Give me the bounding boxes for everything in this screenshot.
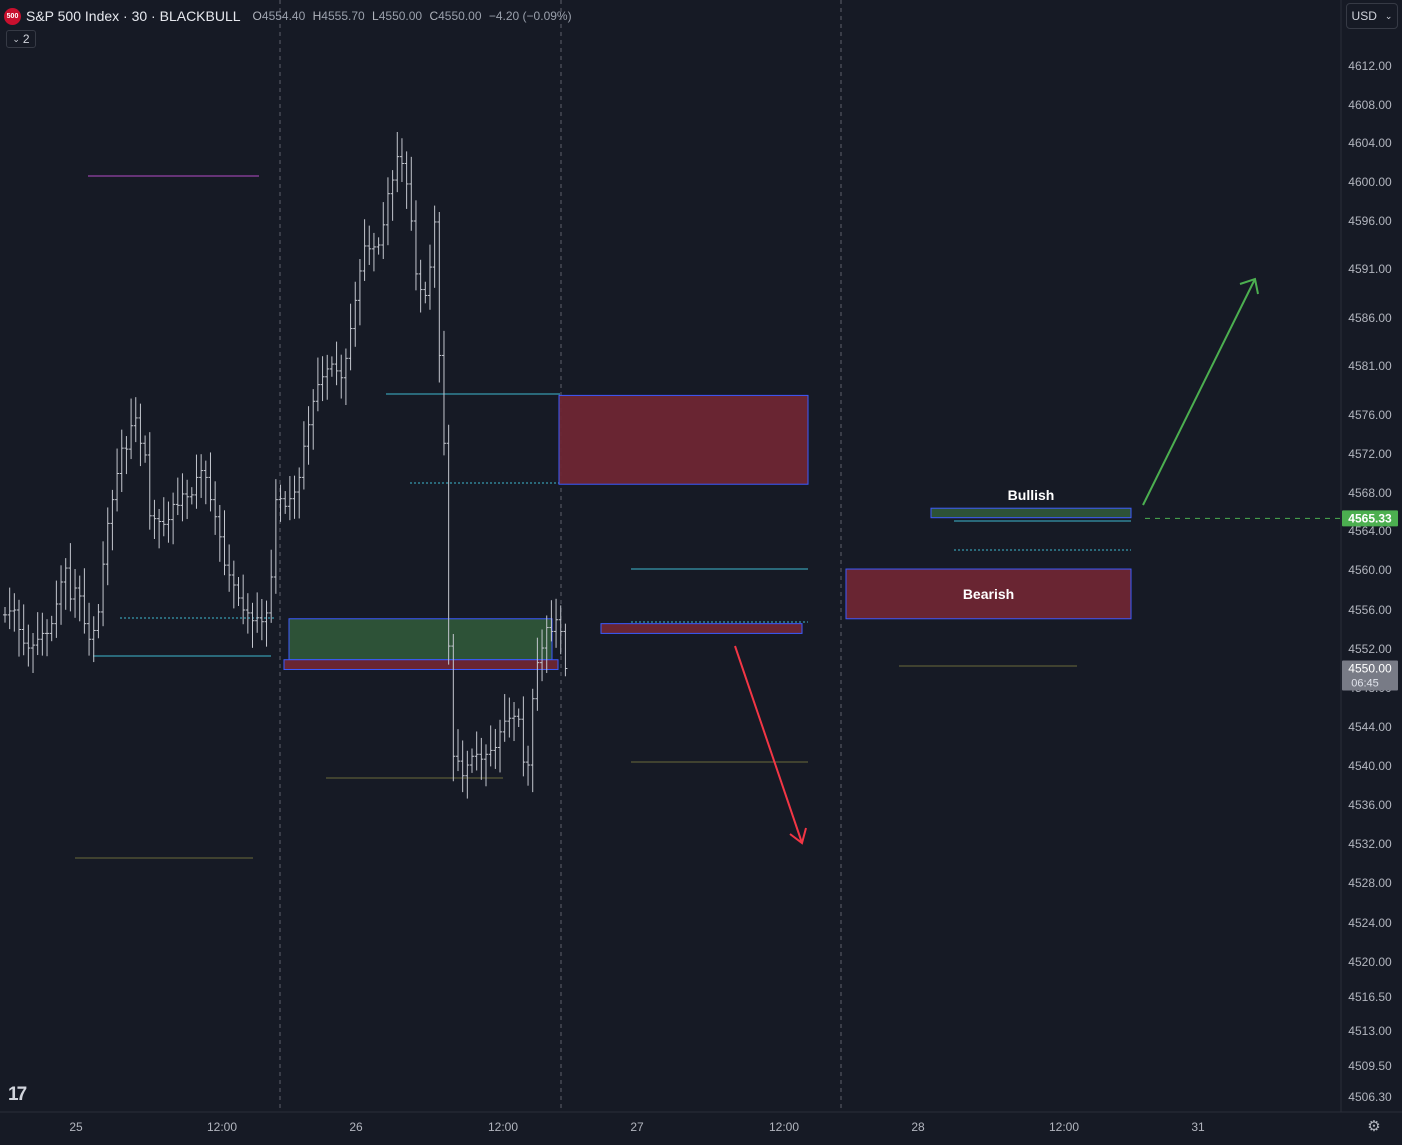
price-tick-label: 4516.50 (1348, 990, 1392, 1004)
bar-countdown-label: 06:45 (1351, 678, 1379, 690)
chevron-down-icon: ⌄ (12, 33, 20, 44)
bearish-arrow (734, 645, 803, 844)
open-label: O (252, 9, 262, 23)
bullish-zone (288, 618, 553, 661)
bullish-arrowhead (1239, 277, 1259, 295)
bullish-zone-label: Bullish (1008, 487, 1055, 503)
price-tick-label: 4576.00 (1348, 408, 1392, 422)
gear-icon[interactable]: ⚙ (1367, 1118, 1381, 1135)
price-tick-label: 4532.00 (1348, 837, 1392, 851)
price-tick-label: 4524.00 (1348, 916, 1392, 930)
price-tick-label: 4581.00 (1348, 359, 1392, 373)
target-price-label: 4565.33 (1348, 511, 1392, 525)
time-tick-label: 12:00 (769, 1120, 799, 1134)
bullish-zone (930, 507, 1132, 519)
price-tick-label: 4506.30 (1348, 1090, 1392, 1104)
bearish-zone (283, 659, 559, 670)
price-tick-label: 4536.00 (1348, 798, 1392, 812)
close-value: 4550.00 (438, 9, 482, 23)
currency-select[interactable]: USD ⌄ (1346, 3, 1398, 29)
currency-value: USD (1351, 9, 1377, 23)
last-price-label-bg (1342, 660, 1398, 691)
bearish-zone (600, 623, 803, 634)
time-tick-label: 28 (911, 1120, 925, 1134)
price-tick-label: 4600.00 (1348, 175, 1392, 189)
high-value: 4555.70 (321, 9, 365, 23)
time-tick-label: 12:00 (1049, 1120, 1079, 1134)
bearish-zone-label: Bearish (963, 586, 1014, 602)
change-value: −4.20 (−0.09%) (488, 9, 572, 23)
time-tick-label: 31 (1191, 1120, 1205, 1134)
chevron-down-icon: ⌄ (1384, 10, 1393, 21)
bearish-zone (558, 394, 809, 485)
bullish-arrow (1142, 278, 1256, 506)
ohlc-values: O4554.40 H4555.70 L4550.00 C4550.00 −4.2… (249, 9, 572, 23)
symbol-title[interactable]: S&P 500 Index · 30 · BLACKBULL (26, 8, 241, 24)
last-price-label: 4550.00 (1348, 662, 1392, 676)
open-value: 4554.40 (261, 9, 306, 23)
price-tick-label: 4612.00 (1348, 59, 1392, 73)
close-label: C (429, 9, 439, 23)
time-tick-label: 25 (69, 1120, 83, 1134)
chart-legend: 500 S&P 500 Index · 30 · BLACKBULL O4554… (4, 6, 572, 26)
price-tick-label: 4540.00 (1348, 759, 1392, 773)
time-tick-label: 12:00 (207, 1120, 237, 1134)
price-tick-label: 4509.50 (1348, 1059, 1392, 1073)
tradingview-logo-icon: 17 (8, 1084, 27, 1105)
price-tick-label: 4596.00 (1348, 214, 1392, 228)
bearish-arrowhead (789, 827, 807, 845)
price-tick-label: 4528.00 (1348, 876, 1392, 890)
price-tick-label: 4604.00 (1348, 136, 1392, 150)
price-tick-label: 4586.00 (1348, 311, 1392, 325)
time-tick-label: 27 (630, 1120, 644, 1134)
price-tick-label: 4591.00 (1348, 262, 1392, 276)
price-tick-label: 4544.00 (1348, 720, 1392, 734)
price-tick-label: 4568.00 (1348, 486, 1392, 500)
price-tick-label: 4560.00 (1348, 563, 1392, 577)
indicators-collapse-button[interactable]: ⌄ 2 (6, 30, 36, 48)
indicator-count: 2 (22, 32, 30, 46)
price-tick-label: 4513.00 (1348, 1024, 1392, 1038)
time-tick-label: 12:00 (488, 1120, 518, 1134)
price-tick-label: 4564.00 (1348, 524, 1392, 538)
price-tick-label: 4572.00 (1348, 447, 1392, 461)
price-tick-label: 4520.00 (1348, 955, 1392, 969)
price-tick-label: 4556.00 (1348, 603, 1392, 617)
low-label: L (372, 9, 379, 23)
high-label: H (312, 9, 322, 23)
time-tick-label: 26 (349, 1120, 363, 1134)
bearish-zone (845, 568, 1132, 620)
low-value: 4550.00 (378, 9, 423, 23)
symbol-logo-icon: 500 (4, 7, 21, 25)
price-tick-label: 4608.00 (1348, 98, 1392, 112)
price-tick-label: 4552.00 (1348, 642, 1392, 656)
target-price-label-bg (1342, 510, 1398, 527)
